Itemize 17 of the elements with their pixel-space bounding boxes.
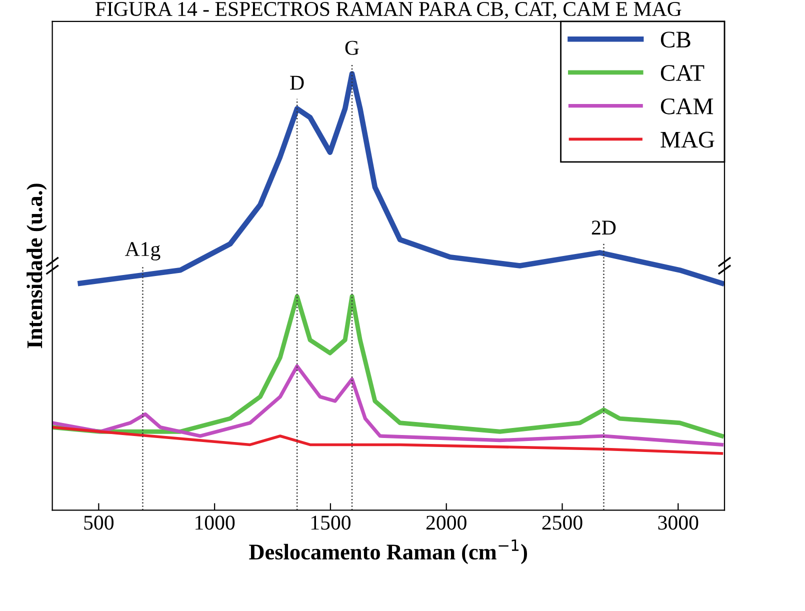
legend-label: CAM bbox=[660, 98, 714, 114]
legend-label: MAG bbox=[660, 132, 714, 148]
x-tick-label: 500 bbox=[84, 516, 114, 530]
x-axis-title: Deslocamento Raman (cm$^{−1}$) bbox=[249, 539, 528, 564]
x-tick-label: 2000 bbox=[426, 516, 466, 530]
x-tick-label: 2500 bbox=[542, 516, 582, 530]
ref-line-label: G bbox=[345, 40, 359, 55]
chart-title: FIGURA 14 - ESPECTROS RAMAN PARA CB, CAT, CAM E MAG bbox=[96, 2, 682, 20]
ref-line-label: D bbox=[290, 76, 304, 90]
x-tick-label: 3000 bbox=[658, 516, 698, 530]
legend-label: CB bbox=[660, 32, 690, 48]
x-tick-label: 1000 bbox=[196, 516, 235, 530]
x-tick-label: 1500 bbox=[311, 516, 351, 530]
ref-line-label: A1g bbox=[124, 242, 160, 260]
legend-label: CAT bbox=[660, 65, 704, 81]
y-axis-title: Intensidade (u.a.) bbox=[26, 184, 47, 348]
ref-line-label: 2D bbox=[592, 220, 616, 234]
